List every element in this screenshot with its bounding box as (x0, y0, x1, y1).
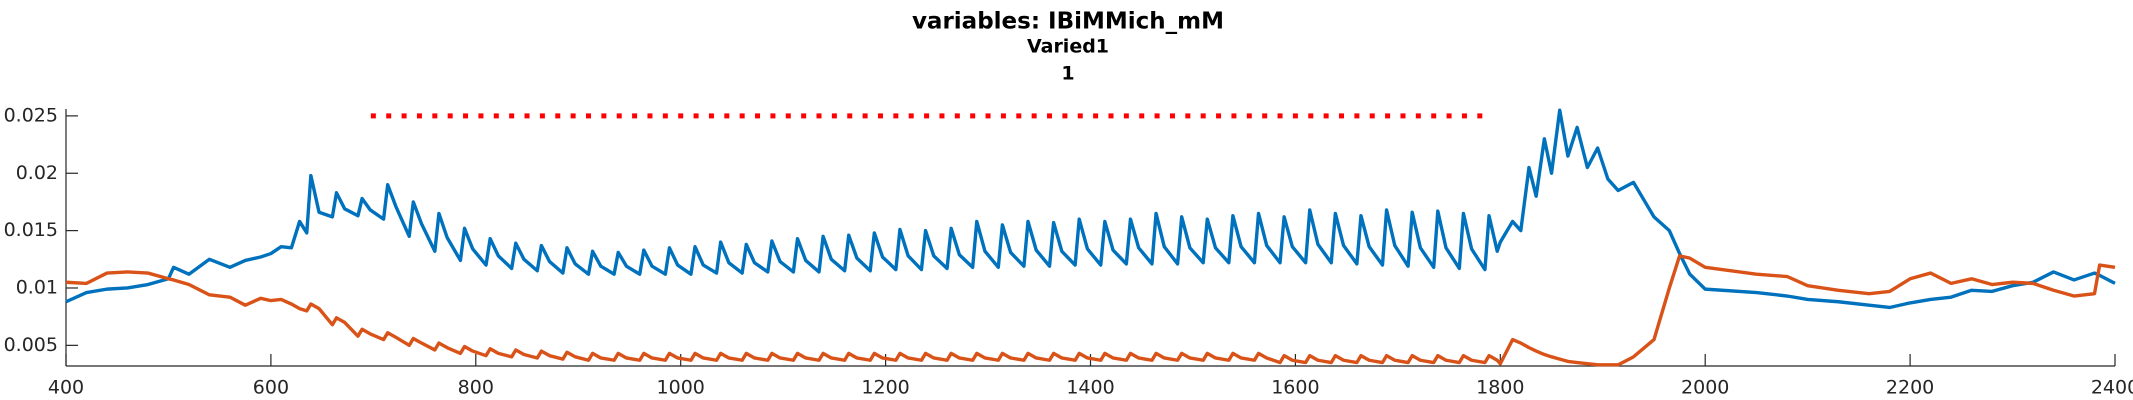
point-marker (1200, 113, 1206, 119)
y-tick-label: 0.025 (4, 104, 58, 126)
point-marker (1446, 113, 1452, 119)
point-marker (478, 113, 484, 119)
point-marker (1216, 113, 1222, 119)
point-marker (1477, 113, 1483, 119)
point-marker (539, 113, 545, 119)
point-marker (816, 113, 822, 119)
x-tick-label: 2000 (1681, 377, 1729, 399)
point-marker (662, 113, 668, 119)
point-marker (831, 113, 837, 119)
point-marker (755, 113, 761, 119)
point-marker (1062, 113, 1068, 119)
point-marker (801, 113, 807, 119)
point-marker (1262, 113, 1268, 119)
point-marker (1415, 113, 1421, 119)
point-marker (1093, 113, 1099, 119)
point-marker (862, 113, 868, 119)
chart-subtitle: 1 (1061, 63, 1074, 85)
point-marker (647, 113, 653, 119)
point-marker (877, 113, 883, 119)
point-marker (1308, 113, 1314, 119)
point-marker (693, 113, 699, 119)
point-marker (985, 113, 991, 119)
point-marker (847, 113, 853, 119)
point-marker (493, 113, 499, 119)
point-marker (432, 113, 438, 119)
point-marker (1139, 113, 1145, 119)
point-marker (785, 113, 791, 119)
point-marker (1277, 113, 1283, 119)
point-marker (416, 113, 422, 119)
y-tick-label: 0.015 (4, 219, 58, 241)
point-marker (524, 113, 530, 119)
point-marker (555, 113, 561, 119)
point-marker (585, 113, 591, 119)
point-marker (1369, 113, 1375, 119)
point-marker (970, 113, 976, 119)
point-marker (1108, 113, 1114, 119)
y-tick-label: 0.02 (16, 162, 58, 184)
point-marker (708, 113, 714, 119)
point-marker (939, 113, 945, 119)
x-tick-label: 1400 (1066, 377, 1114, 399)
point-marker (1354, 113, 1360, 119)
point-marker (893, 113, 899, 119)
line-series (65, 108, 2116, 310)
point-marker (924, 113, 930, 119)
point-marker (1400, 113, 1406, 119)
point-marker (739, 113, 745, 119)
y-tick-label: 0.01 (16, 276, 58, 298)
x-tick-label: 1600 (1271, 377, 1319, 399)
x-tick-label: 600 (253, 377, 289, 399)
point-marker (370, 113, 376, 119)
point-marker (570, 113, 576, 119)
point-marker (447, 113, 453, 119)
point-marker (632, 113, 638, 119)
point-marker (1123, 113, 1129, 119)
point-marker (601, 113, 607, 119)
point-marker (1047, 113, 1053, 119)
point-marker (678, 113, 684, 119)
point-marker (1000, 113, 1006, 119)
point-marker (616, 113, 622, 119)
point-marker (1031, 113, 1037, 119)
point-marker (1246, 113, 1252, 119)
x-tick-label: 2200 (1886, 377, 1934, 399)
point-marker (1461, 113, 1467, 119)
point-marker (770, 113, 776, 119)
y-tick-label: 0.005 (4, 334, 58, 356)
point-marker (1339, 113, 1345, 119)
x-tick-label: 1800 (1476, 377, 1524, 399)
x-tick-label: 400 (48, 377, 84, 399)
chart-subtitle: Varied1 (1027, 36, 1109, 58)
point-marker (1169, 113, 1175, 119)
point-marker (1431, 113, 1437, 119)
point-marker (908, 113, 914, 119)
point-marker (1077, 113, 1083, 119)
point-marker (1154, 113, 1160, 119)
point-marker (1016, 113, 1022, 119)
point-marker (386, 113, 392, 119)
point-marker (1231, 113, 1237, 119)
x-tick-label: 2400 (2091, 377, 2133, 399)
point-marker (1323, 113, 1329, 119)
point-marker (401, 113, 407, 119)
line-series (65, 254, 2116, 367)
point-marker (954, 113, 960, 119)
chart-title: variables: IBiMMich_mM (912, 9, 1224, 35)
x-tick-label: 1000 (657, 377, 705, 399)
point-marker (1385, 113, 1391, 119)
x-tick-label: 1200 (861, 377, 909, 399)
point-marker (1185, 113, 1191, 119)
x-tick-label: 800 (458, 377, 494, 399)
point-marker (463, 113, 469, 119)
point-marker (509, 113, 515, 119)
point-marker (724, 113, 730, 119)
point-marker (1292, 113, 1298, 119)
